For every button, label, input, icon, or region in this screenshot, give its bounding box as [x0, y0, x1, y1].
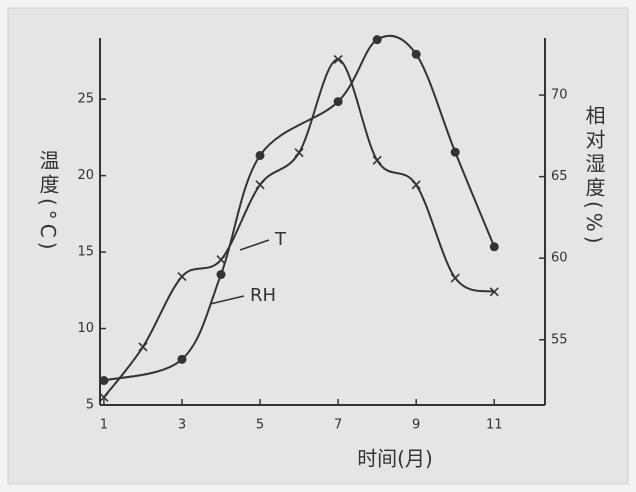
point	[450, 273, 460, 283]
y2-tick-label: 55	[551, 332, 568, 347]
y-tick-label: 25	[77, 92, 94, 107]
x-tick-label: 1	[100, 418, 108, 433]
point	[294, 148, 304, 158]
point	[255, 180, 265, 190]
point	[333, 54, 343, 64]
leader-line	[209, 295, 245, 305]
point	[99, 392, 109, 402]
point	[489, 287, 499, 297]
point	[489, 242, 499, 252]
series-label: RH	[250, 285, 276, 306]
point	[177, 271, 187, 282]
y2-axis-label: 相对湿度(%)	[582, 105, 606, 248]
point	[411, 180, 421, 190]
y-axis-label: 温度(°C)	[36, 150, 60, 254]
point	[138, 342, 148, 352]
point	[333, 97, 343, 107]
point	[450, 147, 460, 157]
y-tick-label: 15	[77, 245, 94, 260]
point	[216, 255, 226, 265]
point	[411, 49, 421, 59]
series-line	[103, 34, 496, 382]
y2-tick-label: 65	[551, 169, 568, 184]
x-tick-label: 7	[334, 418, 342, 433]
point	[372, 35, 382, 45]
point	[177, 354, 187, 364]
x-tick-label: 11	[486, 418, 503, 433]
x-tick-label: 5	[256, 418, 264, 433]
x-axis-label: 时间(月)	[357, 447, 433, 471]
leader-line	[239, 239, 270, 251]
series-line	[103, 58, 495, 398]
x-tick-label: 9	[412, 418, 420, 433]
x-tick-label: 3	[178, 418, 186, 433]
y-tick-label: 20	[77, 168, 94, 183]
point	[216, 270, 226, 280]
y2-tick-label: 60	[551, 251, 568, 266]
series-label: T	[274, 229, 287, 250]
y-tick-label: 10	[77, 321, 94, 336]
y-tick-label: 5	[86, 398, 94, 413]
point	[372, 155, 382, 165]
point	[99, 376, 109, 386]
point	[255, 150, 265, 160]
y2-tick-label: 70	[551, 88, 568, 103]
